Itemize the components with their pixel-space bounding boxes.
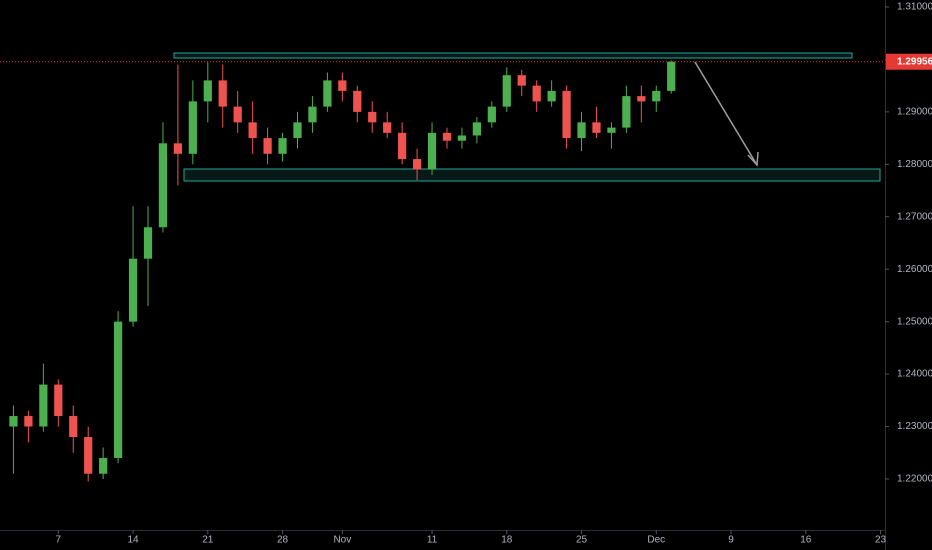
y-tick-label: 1.28000 — [897, 159, 932, 170]
candle-body — [442, 132, 452, 141]
candle-body — [547, 90, 556, 102]
candle-body — [54, 384, 63, 417]
y-tick-label: 1.26000 — [897, 264, 932, 275]
y-tick-label: 1.31000 — [897, 2, 932, 13]
candle-body — [517, 75, 526, 86]
candle-body — [308, 106, 317, 123]
candle-body — [338, 80, 347, 91]
candle-body — [143, 227, 153, 259]
candle-body — [562, 90, 571, 139]
candle-body — [128, 258, 138, 322]
candle-body — [278, 138, 287, 154]
x-tick-label: 14 — [127, 535, 139, 546]
candle-body — [353, 90, 362, 112]
last-price-label: 1.29956 — [897, 56, 932, 67]
candle-body — [39, 384, 48, 427]
candle-body — [9, 416, 18, 427]
support-zone — [183, 168, 881, 182]
x-tick-label: Dec — [647, 535, 665, 546]
candle-body — [203, 80, 212, 102]
y-tick-label: 1.27000 — [897, 211, 932, 222]
x-tick-label: 9 — [728, 535, 734, 546]
y-tick-label: 1.24000 — [897, 369, 932, 380]
candle-body — [412, 159, 422, 170]
candle-body — [323, 80, 332, 107]
resistance-zone — [173, 52, 853, 59]
candle-body — [577, 122, 586, 139]
y-tick-label: 1.23000 — [897, 421, 932, 432]
x-tick-label: 11 — [427, 535, 438, 546]
candle-body — [99, 457, 108, 474]
candle-body — [667, 61, 676, 91]
x-tick-label: 21 — [202, 535, 214, 546]
candle-body — [607, 127, 616, 133]
candle-body — [637, 96, 646, 102]
candle-body — [24, 416, 33, 427]
candle-body — [173, 143, 183, 154]
candle-body — [293, 122, 302, 139]
candle-body — [398, 132, 407, 160]
x-tick-label: 16 — [800, 535, 812, 546]
candle-body — [427, 132, 437, 170]
candle-body — [69, 416, 78, 438]
candle-body — [652, 90, 661, 102]
candle-body — [532, 85, 541, 102]
candle-body — [502, 75, 511, 107]
candle-body — [218, 80, 227, 107]
candle-body — [263, 138, 272, 154]
candle-body — [487, 106, 496, 123]
projection-arrow — [694, 61, 759, 167]
x-tick-label: 23 — [875, 535, 887, 546]
y-tick-label: 1.22000 — [897, 474, 932, 485]
last-price-box — [886, 53, 932, 70]
x-tick-label: 18 — [501, 535, 513, 546]
candle-body — [84, 437, 93, 474]
candle-body — [472, 122, 481, 136]
candle-body — [188, 101, 197, 154]
x-tick-label: 28 — [277, 535, 289, 546]
candle-body — [248, 122, 257, 139]
candle-body — [457, 135, 467, 141]
y-tick-label: 1.25000 — [897, 316, 932, 327]
candle-body — [592, 122, 601, 133]
candle-body — [158, 143, 168, 228]
candle-body — [368, 111, 377, 123]
y-tick-label: 1.29000 — [897, 107, 932, 118]
candle-body — [383, 122, 392, 133]
x-tick-label: Nov — [333, 535, 351, 546]
candle-body — [113, 321, 123, 458]
candle-body — [622, 96, 631, 128]
candle-body — [233, 106, 242, 123]
x-tick-label: 25 — [576, 535, 588, 546]
x-tick-label: 7 — [56, 535, 62, 546]
